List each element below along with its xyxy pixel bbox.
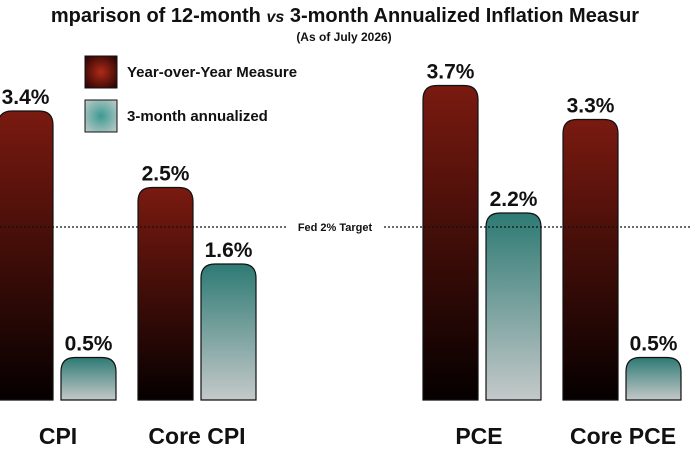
category-label: Core PCE	[570, 423, 676, 449]
category-label: Core CPI	[148, 423, 245, 449]
legend-label: Year-over-Year Measure	[127, 64, 297, 81]
chart-subtitle: (As of July 2026)	[296, 30, 391, 44]
value-label: 3.7%	[427, 61, 475, 84]
value-label: 1.6%	[205, 239, 253, 262]
bar-core-cpi-3m	[200, 263, 257, 401]
bar-cpi-3m	[60, 356, 117, 401]
bars-layer: 3.4% 0.5% CPI 2.5% 1.6% Core CPI 3.7% 2.2% PCE 3.…	[0, 61, 682, 449]
category-label: CPI	[39, 423, 77, 449]
category-label: PCE	[455, 423, 502, 449]
legend: Year-over-Year Measure 3-month annualized	[84, 55, 297, 133]
bar-cpi-yoy	[0, 110, 54, 401]
value-label: 2.5%	[142, 163, 190, 186]
reference-line-layer: Fed 2% Target	[0, 219, 690, 234]
bar-core-pce-yoy	[562, 118, 619, 401]
value-label: 0.5%	[65, 333, 113, 356]
bar-core-pce-3m	[625, 356, 682, 401]
chart-title: mparison of 12-month vs 3-month Annualiz…	[51, 5, 639, 27]
legend-swatch	[84, 99, 118, 133]
legend-label: 3-month annualized	[127, 108, 268, 125]
legend-swatch	[84, 55, 118, 89]
fed-target-label-bg	[286, 219, 384, 234]
bar-pce-3m	[485, 212, 542, 401]
value-label: 0.5%	[630, 333, 678, 356]
bar-core-cpi-yoy	[137, 186, 194, 401]
value-label: 3.3%	[567, 95, 615, 118]
value-label: 3.4%	[2, 86, 50, 109]
bar-pce-yoy	[422, 84, 479, 401]
value-label: 2.2%	[490, 188, 538, 211]
fed-target-label: Fed 2% Target	[298, 222, 373, 234]
